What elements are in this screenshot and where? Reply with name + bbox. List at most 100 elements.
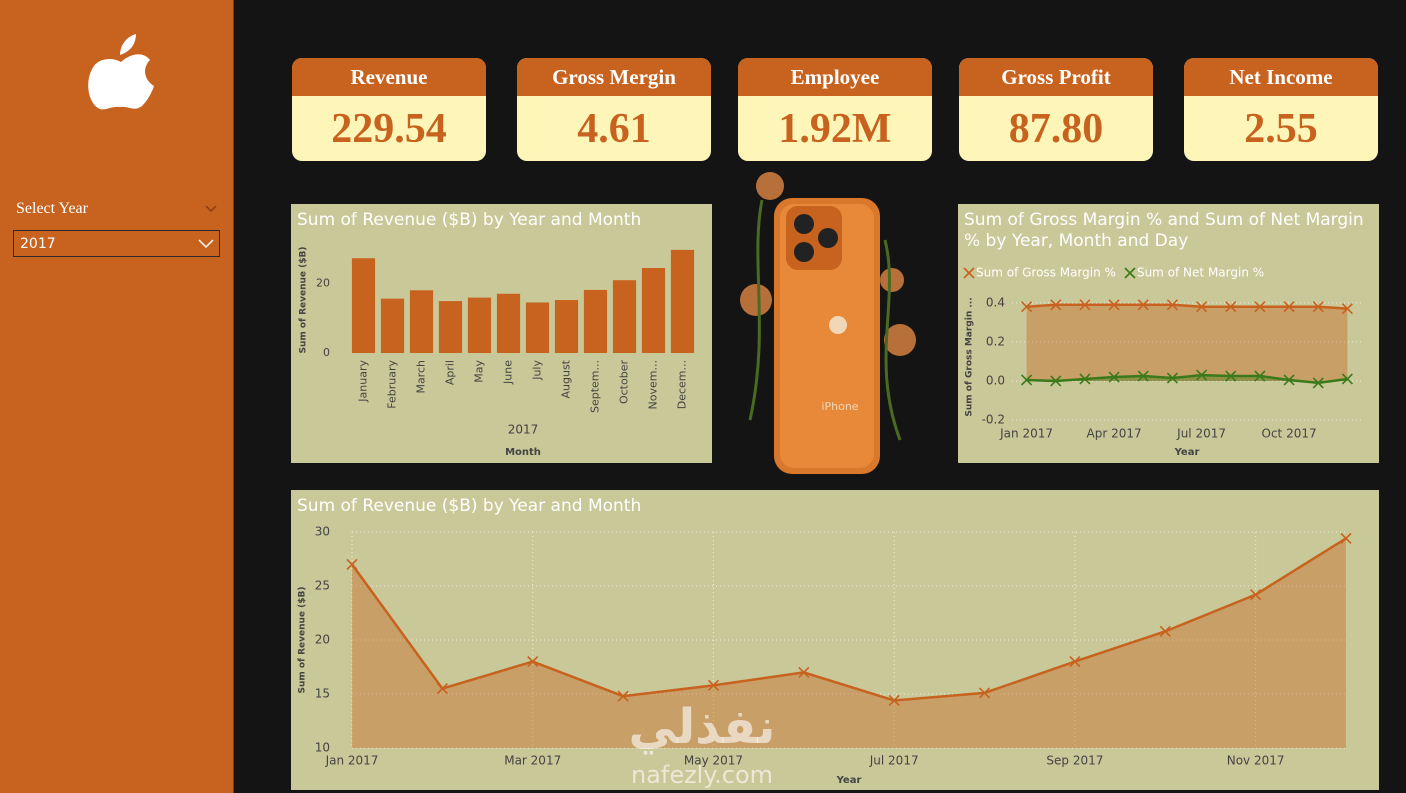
x-tick-label: Jan 2017 [999, 427, 1053, 441]
bar [438, 301, 463, 353]
point-marker [1159, 625, 1171, 637]
series-area [1026, 304, 1348, 381]
kpi-value: 4.61 [577, 106, 651, 152]
x-tick-label: July [531, 360, 544, 381]
dropdown-arrow [198, 239, 214, 249]
chart-title: Sum of Gross Margin % and Sum of Net Mar… [964, 210, 1364, 251]
x-axis-title: Month [505, 447, 541, 458]
kpi-value: 87.80 [1008, 106, 1104, 152]
point-marker [1079, 299, 1091, 311]
point-marker [1166, 372, 1178, 384]
kpi-title: Gross Mergin [517, 58, 711, 96]
chart-title: Sum of Revenue ($B) by Year and Month [297, 496, 642, 516]
bar [641, 267, 666, 353]
sidebar: Select Year 2017 [0, 0, 234, 793]
point-marker [1283, 301, 1295, 313]
point-marker [1312, 377, 1324, 389]
y-tick-label: 20 [315, 633, 330, 647]
bar [380, 298, 405, 353]
svg-text:iPhone: iPhone [821, 400, 858, 413]
point-marker [888, 694, 900, 707]
point-marker [1283, 374, 1295, 386]
y-tick-label: 10 [315, 741, 330, 755]
point-marker [436, 683, 448, 695]
x-tick-label: February [386, 360, 399, 409]
point-marker [1108, 371, 1120, 383]
y-axis-title: Sum of Gross Margin ... [965, 297, 975, 416]
x-axis-title: Year [836, 775, 862, 786]
bar [351, 258, 376, 353]
x-tick-label: Jul 2017 [1176, 427, 1226, 441]
point-marker [1166, 299, 1178, 311]
y-tick-label: 0.2 [986, 334, 1005, 348]
apple-logo [88, 34, 154, 110]
legend-marker [1124, 267, 1136, 279]
y-tick-label: 20 [316, 276, 330, 289]
point-marker [1312, 301, 1324, 313]
kpi-value: 2.55 [1244, 106, 1318, 152]
point-marker [1340, 532, 1352, 545]
bar [554, 300, 579, 353]
watermark-latin: nafezly.com [631, 761, 773, 789]
point-marker [1050, 375, 1062, 387]
bar [467, 297, 492, 353]
kpi-value: 229.54 [331, 106, 447, 152]
year-dropdown[interactable]: 2017 [13, 230, 220, 257]
collapse-icon[interactable] [204, 204, 218, 214]
kpi-card: Gross Mergin 4.61 [517, 58, 711, 161]
x-tick-label: March [415, 360, 428, 394]
y-axis-title: Sum of Revenue ($B) [299, 246, 309, 353]
point-marker [1069, 656, 1081, 668]
x-tick-label: Oct 2017 [1262, 427, 1317, 441]
kpi-card: Employee 1.92M [738, 58, 932, 161]
x-tick-label: May [473, 360, 486, 383]
series-line [1026, 303, 1348, 310]
x-tick-label: Apr 2017 [1087, 427, 1142, 441]
series-line [1026, 373, 1348, 385]
select-label: Select Year [16, 200, 88, 217]
point-marker [617, 690, 629, 702]
point-marker [346, 558, 358, 570]
bar [525, 302, 550, 353]
x-tick-label: October [618, 360, 631, 404]
x-tick-label: Decem... [676, 360, 689, 409]
point-marker [978, 687, 991, 699]
y-tick-label: 15 [315, 687, 330, 701]
legend-label: Sum of Net Margin % [1137, 266, 1264, 280]
y-tick-label: -0.2 [982, 413, 1005, 427]
x-tick-label: Jul 2017 [869, 754, 919, 768]
kpi-title: Revenue [292, 58, 486, 96]
kpi-title: Employee [738, 58, 932, 96]
y-tick-label: 0 [323, 346, 330, 359]
point-marker [1196, 301, 1208, 313]
point-marker [1079, 373, 1091, 385]
point-marker [1050, 299, 1062, 311]
kpi-card: Revenue 229.54 [292, 58, 486, 161]
bar [496, 293, 521, 353]
point-marker [1250, 589, 1262, 601]
point-marker [1225, 301, 1237, 313]
series-area [352, 538, 1346, 748]
y-axis-title: Sum of Revenue ($B) [298, 586, 308, 693]
point-marker [1341, 373, 1353, 385]
legend-marker [963, 267, 975, 279]
point-marker [1137, 299, 1149, 311]
x-tick-label: May 2017 [684, 754, 743, 768]
phone-illustration: iPhone [740, 172, 916, 474]
legend-label: Sum of Gross Margin % [976, 266, 1116, 280]
bar [670, 249, 695, 353]
series-line [350, 537, 1347, 702]
x-group-label: 2017 [508, 423, 539, 437]
x-tick-label: Nov 2017 [1227, 754, 1285, 768]
point-marker [1021, 374, 1033, 386]
point-marker [1254, 301, 1266, 313]
x-tick-label: April [444, 360, 457, 385]
kpi-title: Net Income [1184, 58, 1378, 96]
point-marker [527, 656, 539, 668]
point-marker [798, 666, 810, 678]
bar [583, 289, 608, 353]
x-tick-label: Jan 2017 [325, 754, 379, 768]
point-marker [1225, 370, 1237, 382]
